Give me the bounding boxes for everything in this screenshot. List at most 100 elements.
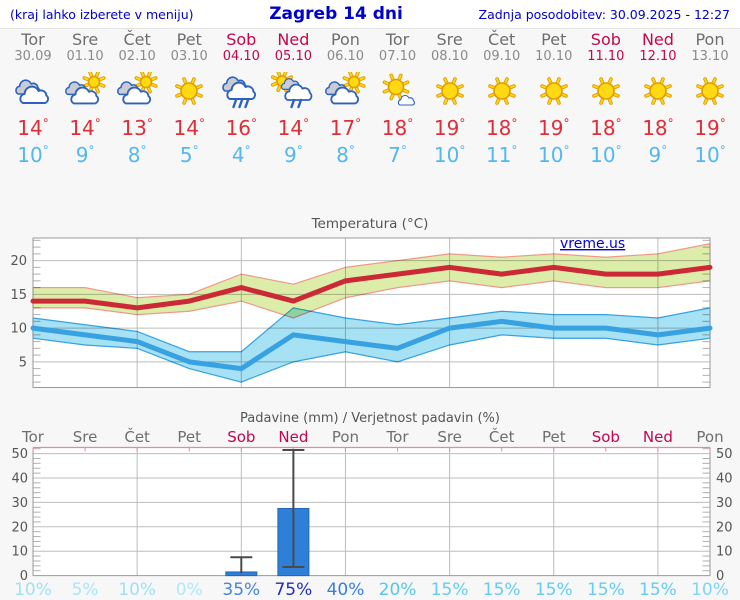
precip-day-label: Čet	[489, 427, 515, 446]
precip-probability: 0%	[176, 580, 203, 600]
temperature-chart: Temperatura (°C) 5 10 15 20 vreme.us	[0, 212, 740, 409]
sun-ray	[488, 93, 495, 97]
precip-day-label: Sob	[592, 428, 620, 446]
precip-y-axis-label-right: 20	[716, 520, 733, 535]
min-temp: 4°	[231, 143, 251, 167]
sun-ray	[443, 78, 448, 84]
weather-icon-box	[636, 70, 680, 114]
precip-probability: 10%	[14, 580, 52, 600]
max temperatura-line	[30, 264, 713, 311]
weather-icon-box	[532, 70, 576, 114]
plot-border	[32, 237, 711, 388]
cloud-shape	[19, 85, 49, 104]
weather-icon-box	[428, 70, 472, 114]
sun-ray	[272, 76, 278, 80]
sun-ray	[660, 98, 664, 104]
sun-disc	[139, 75, 153, 89]
sun-ray	[402, 89, 408, 93]
weather-icon-box	[115, 70, 159, 114]
precip-probability: 15%	[431, 580, 469, 600]
day-date: 07.10	[378, 49, 417, 64]
sun-disc	[180, 82, 199, 100]
sun-ray	[509, 93, 515, 97]
cloudy-weather-icon	[15, 79, 49, 104]
day-date: 10.10	[535, 49, 573, 64]
precip-day-label: Ned	[278, 428, 308, 446]
sun-ray	[561, 85, 567, 89]
day-date: 05.10	[274, 49, 312, 64]
sun-ray	[359, 83, 366, 87]
day-date: 06.10	[326, 49, 365, 64]
sun-ray	[141, 72, 145, 77]
max-temp: 14°	[69, 116, 101, 140]
min-temp: 9°	[75, 143, 95, 167]
sun-ray	[436, 85, 443, 89]
sun-ray	[283, 72, 288, 77]
sun-ray	[599, 78, 604, 84]
sun-ray	[592, 85, 599, 89]
vreme-us-link[interactable]: vreme.us	[560, 236, 625, 252]
precip-y-axis-label-right: 30	[716, 496, 733, 511]
sun-ray	[176, 85, 182, 89]
day-column: Pon 13.10 19° 10°	[683, 31, 737, 168]
min-temp: 7°	[388, 143, 407, 167]
sun-cloud-weather-icon	[325, 72, 366, 105]
cloud-shape	[122, 86, 152, 105]
sun-ray	[147, 87, 152, 93]
max-temp: 16°	[225, 116, 258, 140]
sunny-weather-icon	[696, 77, 724, 105]
max-temp: 18°	[642, 116, 674, 140]
day-column: Pet 03.10 14° 5°	[162, 30, 216, 168]
day-date: 12.10	[639, 49, 677, 64]
min-temp: 8°	[336, 143, 355, 167]
sun-ray	[196, 93, 203, 97]
sun-ray	[383, 89, 389, 93]
sun-ray	[151, 83, 157, 87]
max-temp: 17°	[329, 116, 362, 140]
sun-ray	[452, 78, 456, 84]
page-title: Zagreb 14 dni	[269, 4, 403, 24]
temp-y-axis-label: 5	[19, 355, 27, 370]
max-temp: 14°	[173, 116, 205, 140]
day-name: Sre	[71, 30, 99, 49]
day-column: Čet 09.10 18° 11°	[475, 31, 529, 168]
precip-day-label: Čet	[124, 427, 150, 446]
max-temp: 19°	[433, 116, 466, 140]
sun-ray	[95, 87, 99, 93]
precip-chart-title: Padavine (mm) / Verjetnost padavin (%)	[240, 411, 500, 426]
weather-icon-box	[323, 70, 367, 114]
sun-ray	[495, 98, 500, 104]
sun-ray	[592, 93, 599, 97]
raindrop	[290, 98, 296, 109]
day-column: Čet 02.10 13° 8°	[110, 31, 164, 167]
max-temp: 18°	[590, 116, 622, 140]
precip-y-axis-label-right: 10	[716, 545, 733, 560]
sun-ray	[389, 74, 394, 81]
day-name: Pet	[176, 30, 202, 49]
sun-ray	[183, 98, 187, 104]
min temperatura-line	[30, 318, 713, 372]
temp-y-axis-label: 10	[10, 322, 27, 337]
precip-day-label: Sre	[73, 428, 98, 446]
day-name: Sob	[226, 30, 257, 49]
day-name: Sre	[436, 30, 463, 49]
sun-ray	[504, 78, 508, 84]
raindrop	[244, 98, 250, 109]
day-name: Sob	[590, 30, 621, 49]
sun-disc	[649, 82, 667, 100]
sun-ray	[83, 77, 89, 81]
sun-ray	[457, 85, 463, 89]
sun-disc	[348, 75, 361, 89]
sun-ray	[176, 93, 182, 97]
weather-icon-box	[271, 70, 315, 114]
weather-icon-box	[11, 70, 55, 114]
min-temp: 8°	[127, 143, 147, 167]
sun-ray	[613, 93, 619, 97]
precipitation-chart-svg: Padavine (mm) / Verjetnost padavin (%) To…	[11, 411, 733, 600]
sun-rain-weather-icon	[271, 72, 313, 109]
precip-probability: 10%	[691, 580, 729, 600]
sun-ray	[608, 78, 612, 84]
temperature-chart-svg: Temperatura (°C) 5 10 15 20 vreme.us	[10, 216, 713, 388]
cloud-shape	[330, 86, 360, 105]
